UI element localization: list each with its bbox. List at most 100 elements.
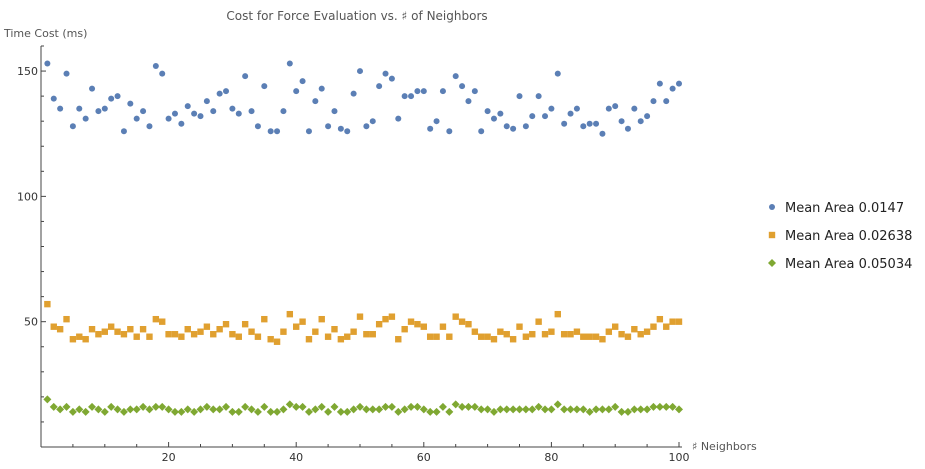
data-point-series-1 [459,83,466,90]
data-point-series-1 [408,93,415,100]
data-point-series-3 [215,405,224,414]
data-point-series-2 [631,326,638,333]
data-point-series-2 [76,333,83,340]
data-point-series-1 [586,120,593,127]
data-point-series-1 [580,123,587,130]
data-point-series-2 [324,333,332,340]
data-point-series-2 [458,318,466,325]
data-point-series-3 [62,402,71,411]
data-point-series-1 [325,123,332,130]
data-point-series-3 [566,405,575,414]
data-point-series-1 [89,85,96,92]
data-point-series-1 [133,115,140,122]
data-point-series-2 [439,323,447,330]
data-point-series-1 [478,128,485,135]
y-tick-label: 150 [17,65,38,78]
data-point-series-2 [82,336,89,343]
data-point-series-3 [521,405,530,414]
data-point-series-1 [242,73,249,80]
data-point-series-1 [573,105,580,112]
data-point-series-1 [184,103,191,110]
data-point-series-1 [95,108,102,115]
data-point-series-1 [554,70,561,77]
data-point-series-3 [541,405,550,414]
data-point-series-2 [484,333,491,340]
data-point-series-3 [579,405,588,414]
data-point-series-3 [317,402,326,411]
data-point-series-1 [235,110,242,117]
data-point-series-2 [618,331,625,338]
data-point-series-2 [216,326,223,333]
data-point-series-2 [44,300,51,308]
data-point-series-3 [56,405,65,414]
x-tick-label: 40 [289,451,303,464]
data-point-series-3 [400,405,409,414]
data-point-series-2 [184,326,191,333]
data-point-series-1 [631,105,638,112]
data-point-series-2 [382,315,389,323]
data-point-series-1 [82,115,89,122]
data-point-series-3 [438,402,447,411]
data-point-series-2 [637,331,644,338]
data-point-series-3 [598,405,607,414]
data-point-series-1 [357,68,363,75]
data-point-series-2 [529,331,536,338]
data-point-series-3 [617,407,626,416]
data-point-series-1 [286,60,293,67]
legend-label-2: Mean Area 0.02638 [785,229,912,244]
data-point-series-1 [318,85,325,92]
data-point-series-1 [127,100,134,107]
data-point-series-2 [280,328,287,335]
data-point-series-1 [101,105,108,112]
data-point-series-3 [151,402,160,411]
data-point-series-1 [624,125,631,132]
data-point-series-3 [426,407,435,416]
data-point-series-1 [497,110,504,117]
data-point-series-3 [88,402,97,411]
data-point-series-2 [312,328,319,335]
x-axis-ticks: 20 40 60 80 100 [40,442,690,464]
data-point-series-3 [241,402,250,411]
data-point-series-3 [43,395,52,404]
data-point-series-2 [171,331,179,338]
data-point-series-1 [363,123,370,130]
data-point-series-3 [451,400,460,409]
legend-marker-1 [769,204,775,210]
data-point-series-1 [114,93,121,100]
data-point-series-1 [465,98,472,105]
data-point-series-1 [522,123,529,130]
data-point-series-2 [624,333,632,340]
data-point-series-1 [146,123,153,130]
data-point-series-1 [593,120,600,127]
data-point-series-3 [662,402,671,411]
legend-marker-3 [768,259,776,267]
data-point-series-1 [331,108,338,115]
data-point-series-2 [146,333,153,340]
data-point-series-2 [318,315,325,323]
data-point-series-2 [229,331,236,338]
data-point-series-2 [331,326,338,333]
x-tick-label: 80 [544,451,558,464]
data-point-series-2 [261,315,268,323]
data-point-series-2 [541,331,549,338]
data-point-series-1 [484,108,491,115]
data-point-series-2 [101,328,108,335]
data-point-series-2 [675,318,683,325]
data-point-series-3 [636,405,645,414]
data-point-series-3 [170,407,179,416]
legend-label-1: Mean Area 0.0147 [785,201,904,216]
data-point-series-2 [612,323,619,330]
data-point-series-1 [388,75,395,82]
data-point-series-3 [336,407,345,416]
data-point-series-2 [95,331,102,338]
data-point-series-3 [381,402,390,411]
data-point-series-2 [344,333,351,340]
data-point-series-1 [63,70,70,77]
data-point-series-3 [458,402,467,411]
data-point-series-1 [69,123,76,130]
data-point-series-2 [114,328,121,335]
data-point-series-2 [395,336,402,343]
data-point-series-2 [69,336,77,343]
data-points [43,60,683,416]
data-point-series-2 [305,336,313,343]
